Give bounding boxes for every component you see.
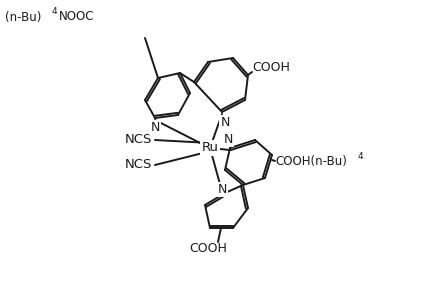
Text: NOOC: NOOC (59, 11, 94, 23)
Text: N: N (220, 116, 229, 129)
Text: 4: 4 (52, 7, 58, 17)
Text: NCS: NCS (124, 133, 152, 146)
Text: COOH: COOH (251, 62, 289, 74)
Text: NCS: NCS (124, 158, 152, 172)
Text: (n-Bu): (n-Bu) (5, 11, 41, 23)
Text: COOH: COOH (189, 242, 226, 255)
Text: N: N (217, 183, 226, 196)
Text: N: N (150, 121, 159, 134)
Text: 4: 4 (357, 152, 363, 162)
Text: Ru: Ru (201, 141, 218, 154)
Text: N: N (223, 133, 232, 146)
Text: COOH(n-Bu): COOH(n-Bu) (274, 156, 346, 168)
